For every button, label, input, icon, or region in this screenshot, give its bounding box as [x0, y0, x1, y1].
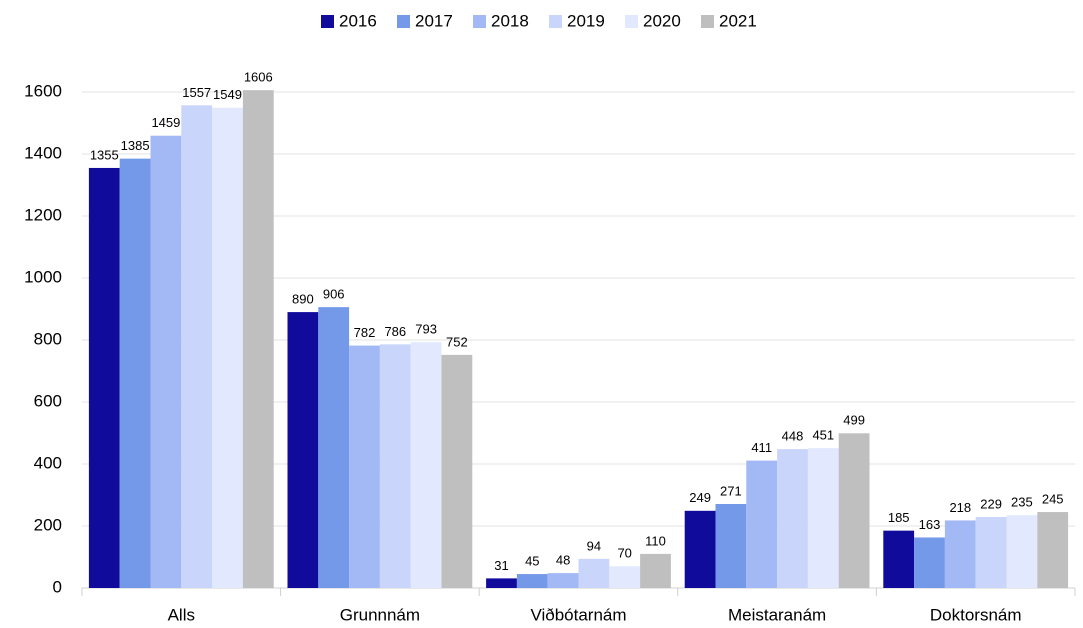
value-label: 271	[720, 483, 742, 498]
bar	[441, 354, 473, 588]
bar	[640, 553, 671, 588]
value-label: 1385	[121, 138, 150, 153]
value-label: 31	[494, 558, 508, 573]
value-label: 752	[446, 334, 468, 349]
value-label: 70	[617, 546, 631, 561]
y-tick-label: 600	[34, 391, 62, 410]
bar	[914, 537, 945, 588]
value-label: 110	[645, 533, 666, 548]
value-label: 48	[556, 553, 570, 568]
bar	[379, 344, 411, 588]
legend-swatch	[321, 15, 334, 28]
bar	[318, 307, 350, 588]
bar	[975, 517, 1007, 588]
bar	[486, 578, 517, 588]
value-label: 1557	[182, 85, 211, 100]
x-tick-label: Grunnnám	[340, 605, 420, 624]
bar	[287, 312, 319, 588]
bar	[777, 449, 808, 588]
y-tick-label: 1600	[24, 81, 62, 100]
value-label: 448	[782, 429, 804, 444]
legend-label: 2019	[567, 11, 605, 30]
value-label: 249	[689, 490, 711, 505]
legend-label: 2018	[491, 11, 529, 30]
bar	[715, 503, 747, 588]
bar	[883, 530, 915, 588]
value-label: 499	[843, 413, 865, 428]
y-tick-label: 1400	[24, 143, 62, 162]
x-tick-label: Doktorsnám	[930, 605, 1022, 624]
legend-label: 2020	[643, 11, 681, 30]
bar	[944, 520, 976, 588]
value-label: 890	[292, 292, 314, 307]
bar	[838, 433, 870, 588]
bar	[684, 510, 716, 588]
y-tick-label: 800	[34, 329, 62, 348]
value-label: 1459	[151, 115, 180, 130]
y-tick-label: 1200	[24, 205, 62, 224]
y-tick-label: 1000	[24, 267, 62, 286]
x-tick-label: Viðbótarnám	[530, 605, 626, 624]
bar	[349, 345, 380, 588]
legend-label: 2017	[415, 11, 453, 30]
y-tick-label: 400	[34, 453, 62, 472]
bar	[1006, 515, 1038, 588]
bar	[609, 566, 641, 588]
value-label: 218	[949, 500, 971, 515]
value-label: 245	[1042, 491, 1064, 506]
x-tick-label: Meistaranám	[728, 605, 826, 624]
value-label: 185	[888, 510, 910, 525]
bar	[516, 574, 548, 588]
legend-label: 2021	[719, 11, 757, 30]
value-label: 1549	[213, 87, 242, 102]
bar	[547, 573, 579, 588]
bar	[410, 342, 442, 588]
legend-swatch	[625, 15, 638, 28]
value-label: 45	[525, 553, 539, 568]
x-tick-label: Alls	[168, 605, 195, 624]
bar	[212, 107, 243, 588]
bar	[578, 558, 610, 588]
bar	[746, 460, 778, 588]
value-label: 906	[323, 287, 345, 302]
y-tick-label: 0	[53, 577, 62, 596]
value-label: 1355	[90, 147, 119, 162]
bar	[150, 135, 182, 588]
value-label: 1606	[244, 70, 273, 85]
bar	[181, 105, 213, 588]
legend-swatch	[701, 15, 714, 28]
value-label: 163	[919, 517, 941, 532]
bar	[88, 167, 120, 588]
value-label: 235	[1011, 495, 1033, 510]
value-label: 229	[980, 496, 1002, 511]
bar	[119, 158, 151, 588]
bar	[1037, 512, 1069, 588]
value-label: 786	[384, 324, 406, 339]
value-label: 782	[354, 325, 376, 340]
value-label: 451	[812, 428, 834, 443]
y-tick-label: 200	[34, 515, 62, 534]
legend-swatch	[397, 15, 410, 28]
legend-label: 2016	[339, 11, 377, 30]
legend-swatch	[549, 15, 562, 28]
value-label: 793	[415, 322, 437, 337]
value-label: 411	[751, 440, 772, 455]
bar	[242, 90, 274, 588]
legend-swatch	[473, 15, 486, 28]
value-label: 94	[587, 538, 601, 553]
bar	[807, 448, 839, 588]
